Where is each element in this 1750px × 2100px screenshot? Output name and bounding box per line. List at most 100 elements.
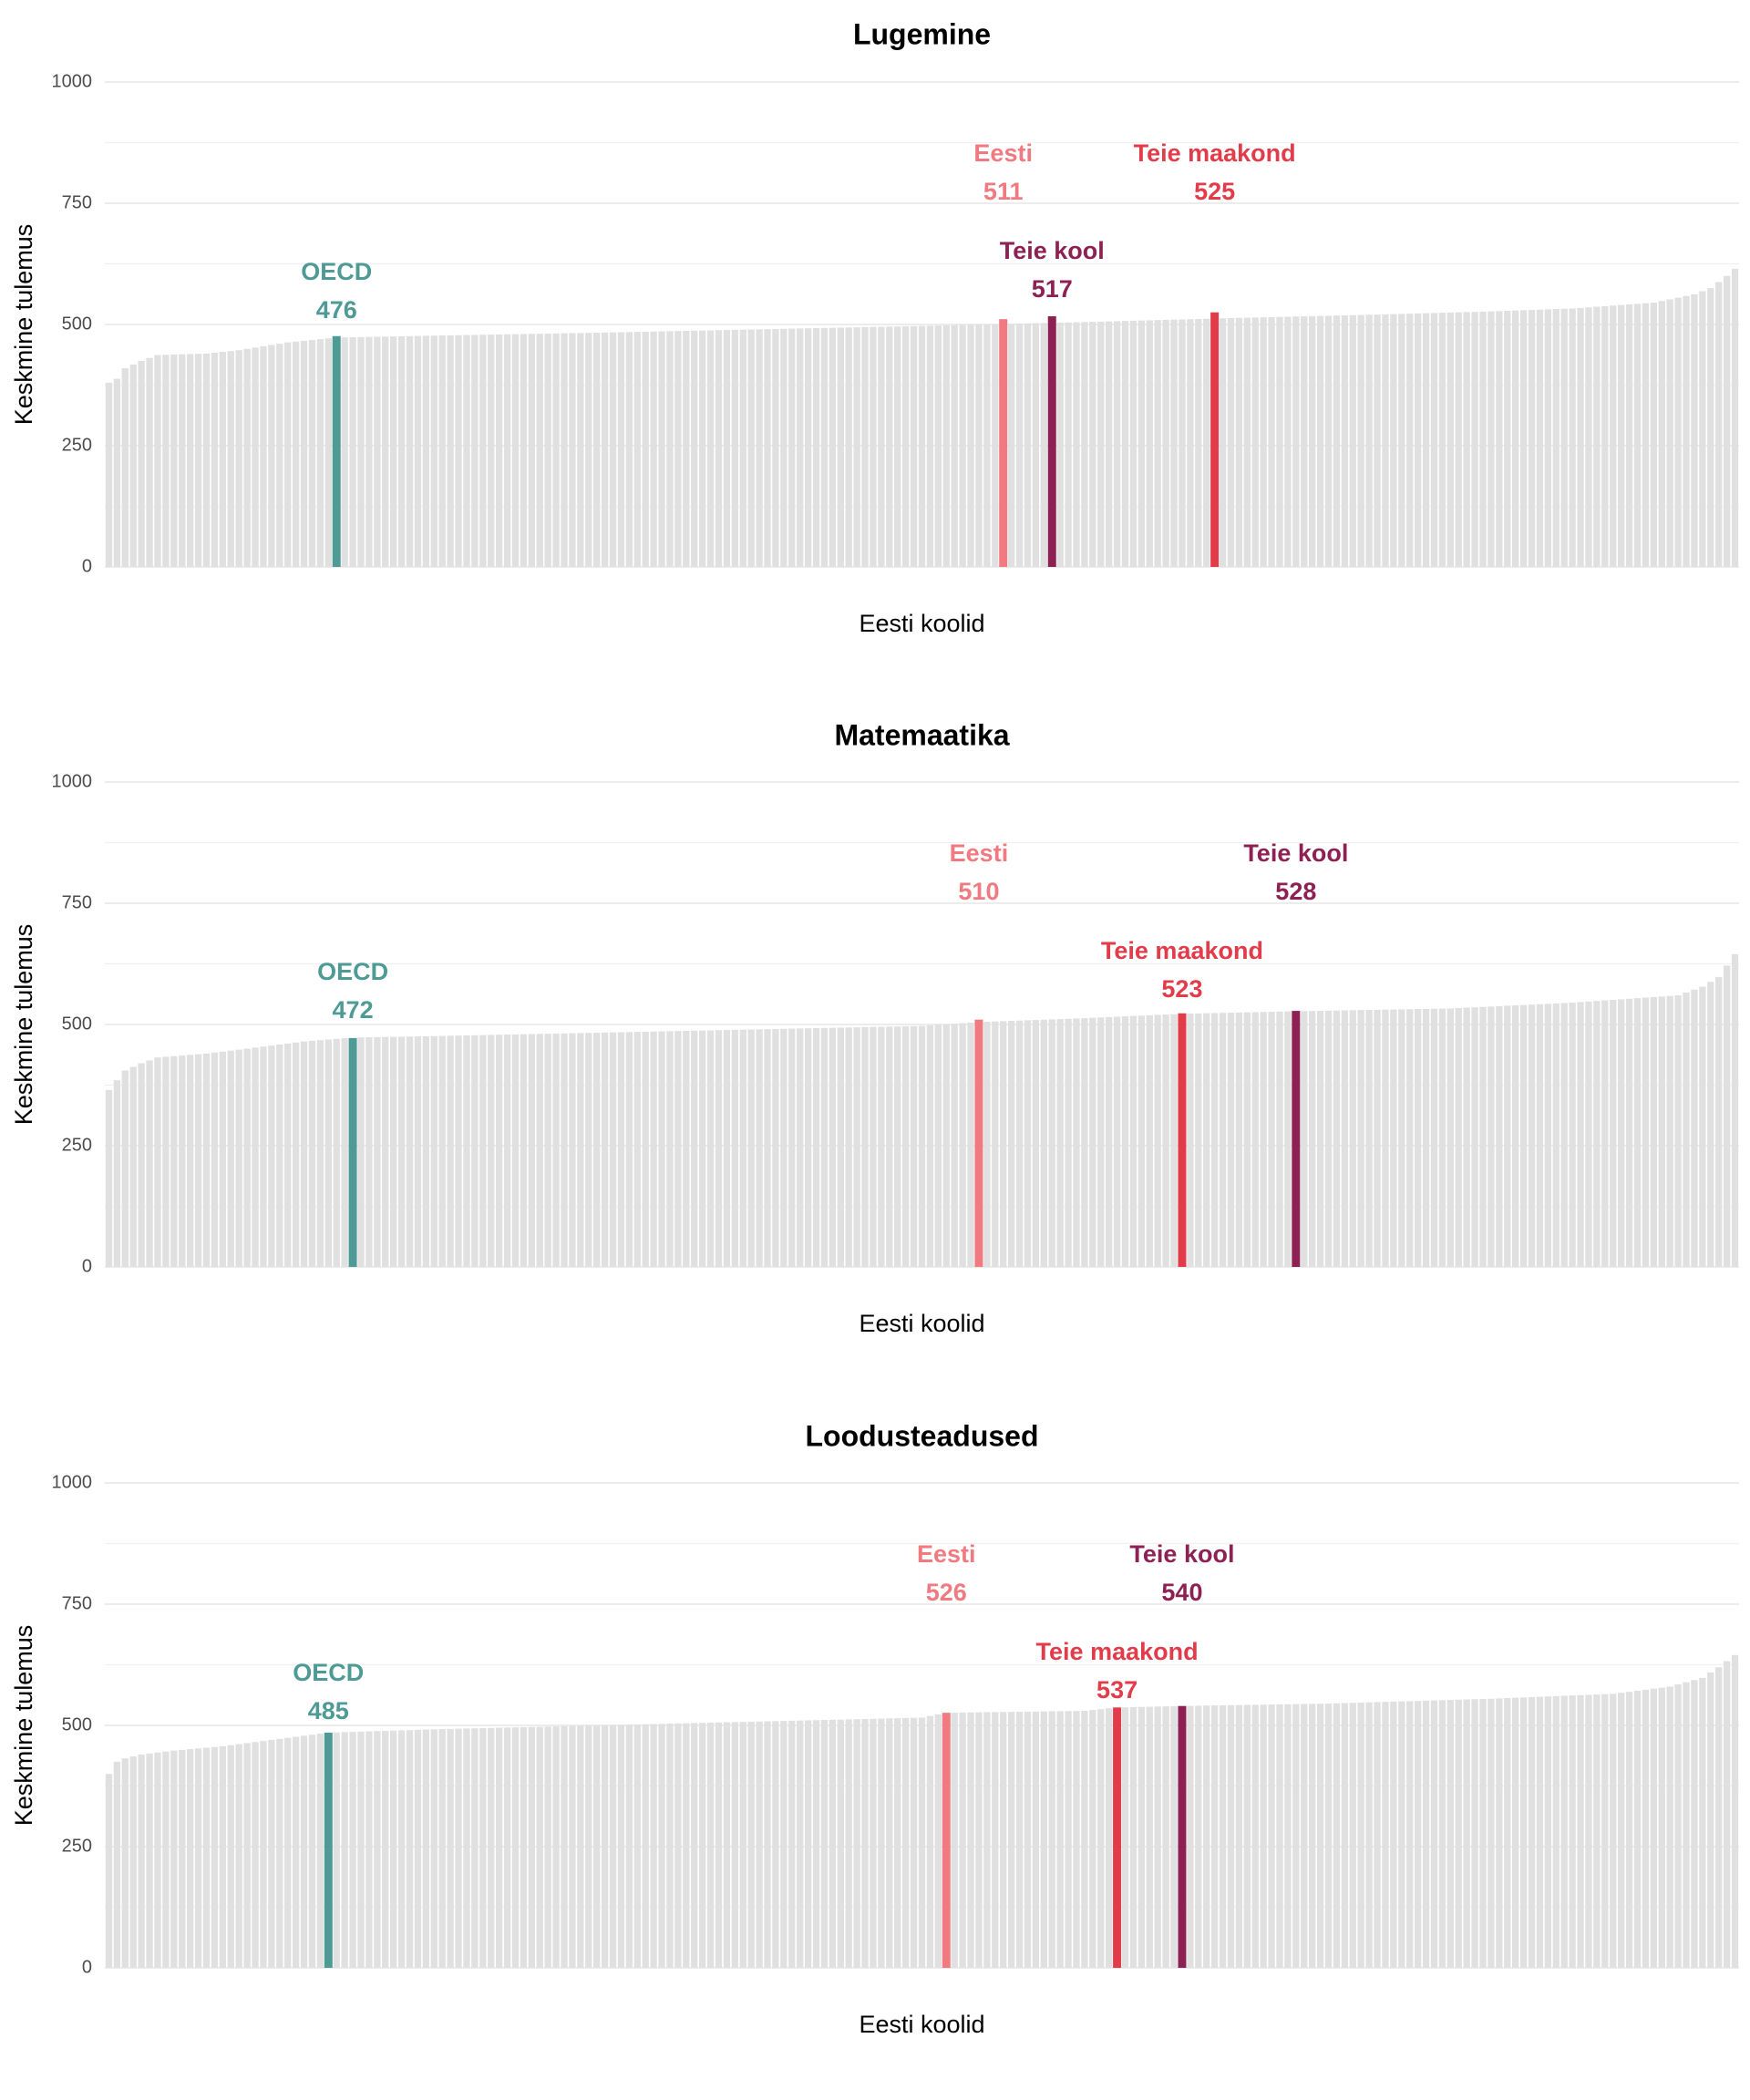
highlight-bar-oecd bbox=[332, 335, 341, 567]
school-bar bbox=[1341, 1010, 1349, 1267]
highlight-bar-teie-kool bbox=[1178, 1705, 1187, 1968]
highlight-bar-oecd bbox=[348, 1037, 357, 1267]
school-bar bbox=[1479, 1006, 1487, 1267]
highlight-name-oecd: OECD bbox=[293, 1659, 364, 1686]
school-bar bbox=[479, 335, 487, 567]
school-bar bbox=[772, 328, 779, 567]
school-bar bbox=[691, 330, 698, 567]
school-bar bbox=[1121, 1016, 1129, 1267]
school-bar bbox=[1479, 1699, 1487, 1968]
school-bar bbox=[715, 1722, 723, 1968]
school-bar bbox=[1512, 1005, 1519, 1267]
school-bar bbox=[455, 1035, 462, 1267]
school-bar bbox=[1195, 318, 1202, 567]
school-bar bbox=[536, 334, 543, 567]
school-bar bbox=[870, 1718, 877, 1968]
school-bar bbox=[447, 1728, 454, 1968]
highlight-bar-teie-maakond bbox=[1178, 1013, 1187, 1267]
school-bar bbox=[105, 382, 113, 567]
school-bar bbox=[1015, 1020, 1024, 1267]
school-bar bbox=[1097, 321, 1105, 567]
school-bar bbox=[1365, 314, 1373, 567]
school-bar bbox=[1260, 1704, 1267, 1968]
school-bar bbox=[812, 328, 820, 567]
school-bar bbox=[1422, 1008, 1430, 1267]
y-tick-label: 250 bbox=[62, 1135, 92, 1155]
school-bar bbox=[837, 327, 844, 567]
school-bar bbox=[731, 1722, 738, 1968]
school-bar bbox=[812, 1028, 820, 1267]
school-bar bbox=[1674, 1684, 1682, 1968]
school-bar bbox=[691, 1723, 698, 1968]
school-bar bbox=[625, 332, 633, 567]
school-bar bbox=[1129, 320, 1138, 567]
school-bar bbox=[609, 332, 617, 567]
school-bar bbox=[422, 1729, 430, 1968]
school-bar bbox=[1723, 1661, 1731, 1968]
school-bar bbox=[1268, 316, 1275, 567]
school-bar bbox=[1203, 318, 1210, 567]
school-bar bbox=[1438, 1700, 1446, 1968]
school-bar bbox=[788, 1720, 796, 1968]
school-bar bbox=[113, 378, 121, 567]
school-bar bbox=[105, 1774, 113, 1968]
school-bar bbox=[333, 1732, 340, 1968]
school-bar bbox=[1658, 1687, 1665, 1968]
school-bar bbox=[276, 344, 283, 567]
school-bar bbox=[1585, 1694, 1592, 1968]
school-bar bbox=[1674, 995, 1682, 1267]
school-bar bbox=[1309, 1011, 1316, 1267]
school-bar bbox=[1219, 318, 1227, 567]
school-bar bbox=[536, 1726, 543, 1968]
school-bar bbox=[829, 1719, 837, 1968]
school-bar bbox=[992, 1712, 999, 1968]
school-bar bbox=[227, 1745, 234, 1968]
school-bar bbox=[260, 1741, 267, 1968]
school-bar bbox=[138, 360, 145, 567]
school-bar bbox=[536, 1034, 543, 1267]
school-bar bbox=[780, 1028, 788, 1267]
school-bar bbox=[1560, 1695, 1568, 1968]
school-bar bbox=[1219, 1013, 1227, 1267]
school-bar bbox=[357, 336, 365, 567]
school-bar bbox=[1552, 309, 1560, 567]
school-bar bbox=[1195, 1013, 1202, 1267]
school-bar bbox=[1260, 1012, 1267, 1267]
school-bar bbox=[739, 1029, 746, 1267]
school-bar bbox=[650, 1724, 657, 1968]
school-bar bbox=[438, 335, 446, 567]
school-bar bbox=[382, 1036, 389, 1267]
school-bar bbox=[870, 326, 877, 567]
school-bar bbox=[1007, 1021, 1015, 1267]
school-bar bbox=[479, 1727, 487, 1968]
highlight-name-eesti: Eesti bbox=[917, 1540, 976, 1568]
school-bar bbox=[1170, 319, 1178, 567]
school-bar bbox=[390, 1730, 397, 1968]
school-bar bbox=[1170, 1014, 1178, 1267]
school-bar bbox=[829, 1027, 837, 1267]
school-bar bbox=[1235, 1012, 1243, 1267]
school-bar bbox=[585, 1725, 592, 1968]
school-bar bbox=[129, 1756, 137, 1968]
school-bar bbox=[1528, 1696, 1536, 1968]
school-bar bbox=[1455, 1008, 1462, 1267]
school-bar bbox=[1683, 295, 1690, 567]
school-bar bbox=[1106, 321, 1113, 567]
school-bar bbox=[243, 1743, 251, 1968]
highlight-value-teie-maakond: 537 bbox=[1096, 1676, 1138, 1704]
school-bar bbox=[723, 330, 731, 567]
school-bar bbox=[1577, 1002, 1584, 1267]
school-bar bbox=[658, 1724, 665, 1968]
school-bar bbox=[1731, 268, 1739, 567]
school-bar bbox=[1048, 1019, 1055, 1267]
school-bar bbox=[1179, 319, 1186, 567]
school-bar bbox=[1243, 317, 1251, 567]
school-bar bbox=[154, 1057, 161, 1267]
school-bar bbox=[926, 1715, 934, 1968]
school-bar bbox=[934, 1024, 942, 1267]
school-bar bbox=[1569, 308, 1576, 567]
school-bar bbox=[1081, 1711, 1088, 1968]
school-bar bbox=[674, 1031, 682, 1267]
school-bar bbox=[113, 1761, 121, 1968]
school-bar bbox=[983, 324, 991, 567]
